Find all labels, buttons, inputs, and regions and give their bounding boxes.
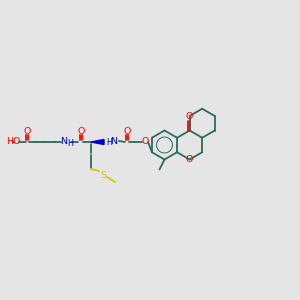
Text: O: O [12,137,20,146]
Text: O: O [186,155,193,164]
Text: N: N [110,136,118,146]
Text: O: O [141,137,149,146]
Text: N: N [61,137,68,146]
Text: H: H [106,138,112,147]
Text: S: S [100,170,106,179]
Polygon shape [91,140,104,145]
Text: O: O [23,128,31,136]
Text: O: O [77,128,85,136]
Text: O: O [186,112,193,121]
Text: O: O [123,128,131,136]
Text: H: H [67,139,73,148]
Text: H: H [7,137,14,146]
